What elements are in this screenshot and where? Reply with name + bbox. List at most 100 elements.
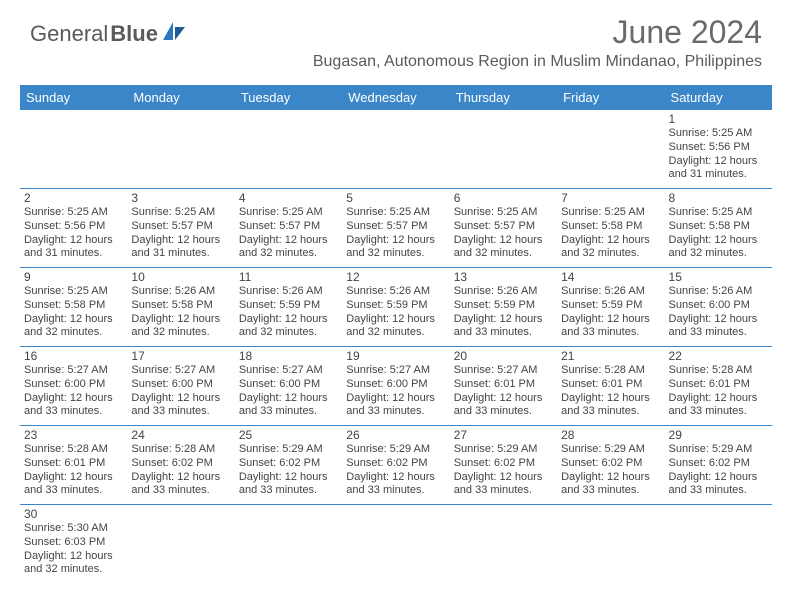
calendar-cell: 3Sunrise: 5:25 AMSunset: 5:57 PMDaylight…	[127, 189, 234, 268]
day-number: 26	[346, 428, 445, 442]
calendar-cell: 9Sunrise: 5:25 AMSunset: 5:58 PMDaylight…	[20, 268, 127, 347]
calendar-cell: 27Sunrise: 5:29 AMSunset: 6:02 PMDayligh…	[450, 426, 557, 505]
weekday-header: Monday	[127, 85, 234, 110]
calendar-cell-empty	[235, 110, 342, 189]
weekday-header: Friday	[557, 85, 664, 110]
day-number: 6	[454, 191, 553, 205]
day-number: 12	[346, 270, 445, 284]
day-number: 5	[346, 191, 445, 205]
day-info: Sunrise: 5:28 AMSunset: 6:01 PMDaylight:…	[669, 364, 768, 419]
day-info: Sunrise: 5:26 AMSunset: 6:00 PMDaylight:…	[669, 285, 768, 340]
day-info: Sunrise: 5:28 AMSunset: 6:02 PMDaylight:…	[131, 443, 230, 498]
day-info: Sunrise: 5:29 AMSunset: 6:02 PMDaylight:…	[346, 443, 445, 498]
day-info: Sunrise: 5:27 AMSunset: 6:01 PMDaylight:…	[454, 364, 553, 419]
day-info: Sunrise: 5:30 AMSunset: 6:03 PMDaylight:…	[24, 522, 123, 577]
calendar-cell-empty	[127, 505, 234, 584]
calendar-table: Sunday Monday Tuesday Wednesday Thursday…	[20, 85, 772, 583]
calendar-cell: 23Sunrise: 5:28 AMSunset: 6:01 PMDayligh…	[20, 426, 127, 505]
calendar-cell: 15Sunrise: 5:26 AMSunset: 6:00 PMDayligh…	[665, 268, 772, 347]
day-info: Sunrise: 5:29 AMSunset: 6:02 PMDaylight:…	[561, 443, 660, 498]
calendar-cell: 22Sunrise: 5:28 AMSunset: 6:01 PMDayligh…	[665, 347, 772, 426]
day-number: 22	[669, 349, 768, 363]
day-info: Sunrise: 5:28 AMSunset: 6:01 PMDaylight:…	[561, 364, 660, 419]
day-number: 10	[131, 270, 230, 284]
day-info: Sunrise: 5:25 AMSunset: 5:58 PMDaylight:…	[669, 206, 768, 261]
day-info: Sunrise: 5:26 AMSunset: 5:58 PMDaylight:…	[131, 285, 230, 340]
day-info: Sunrise: 5:27 AMSunset: 6:00 PMDaylight:…	[239, 364, 338, 419]
header: GeneralBlue June 2024 Bugasan, Autonomou…	[0, 0, 792, 77]
day-info: Sunrise: 5:25 AMSunset: 5:57 PMDaylight:…	[454, 206, 553, 261]
day-number: 14	[561, 270, 660, 284]
calendar-cell: 13Sunrise: 5:26 AMSunset: 5:59 PMDayligh…	[450, 268, 557, 347]
calendar-cell: 25Sunrise: 5:29 AMSunset: 6:02 PMDayligh…	[235, 426, 342, 505]
calendar-cell: 18Sunrise: 5:27 AMSunset: 6:00 PMDayligh…	[235, 347, 342, 426]
calendar-cell: 21Sunrise: 5:28 AMSunset: 6:01 PMDayligh…	[557, 347, 664, 426]
calendar-cell: 30Sunrise: 5:30 AMSunset: 6:03 PMDayligh…	[20, 505, 127, 584]
day-info: Sunrise: 5:27 AMSunset: 6:00 PMDaylight:…	[346, 364, 445, 419]
day-info: Sunrise: 5:29 AMSunset: 6:02 PMDaylight:…	[669, 443, 768, 498]
day-number: 19	[346, 349, 445, 363]
day-info: Sunrise: 5:25 AMSunset: 5:57 PMDaylight:…	[131, 206, 230, 261]
logo-text-blue: Blue	[110, 21, 158, 47]
calendar-cell: 24Sunrise: 5:28 AMSunset: 6:02 PMDayligh…	[127, 426, 234, 505]
calendar-cell-empty	[557, 110, 664, 189]
day-info: Sunrise: 5:28 AMSunset: 6:01 PMDaylight:…	[24, 443, 123, 498]
calendar-cell: 20Sunrise: 5:27 AMSunset: 6:01 PMDayligh…	[450, 347, 557, 426]
day-number: 18	[239, 349, 338, 363]
weekday-header: Wednesday	[342, 85, 449, 110]
location-subtitle: Bugasan, Autonomous Region in Muslim Min…	[313, 53, 762, 71]
day-number: 17	[131, 349, 230, 363]
day-number: 2	[24, 191, 123, 205]
month-title: June 2024	[313, 14, 762, 51]
day-number: 11	[239, 270, 338, 284]
day-info: Sunrise: 5:25 AMSunset: 5:57 PMDaylight:…	[239, 206, 338, 261]
title-area: June 2024 Bugasan, Autonomous Region in …	[313, 14, 762, 71]
weekday-header: Thursday	[450, 85, 557, 110]
day-info: Sunrise: 5:26 AMSunset: 5:59 PMDaylight:…	[561, 285, 660, 340]
calendar-cell: 12Sunrise: 5:26 AMSunset: 5:59 PMDayligh…	[342, 268, 449, 347]
calendar-cell-empty	[127, 110, 234, 189]
day-number: 1	[669, 112, 768, 126]
day-info: Sunrise: 5:26 AMSunset: 5:59 PMDaylight:…	[346, 285, 445, 340]
calendar-cell: 4Sunrise: 5:25 AMSunset: 5:57 PMDaylight…	[235, 189, 342, 268]
day-number: 25	[239, 428, 338, 442]
calendar-cell: 5Sunrise: 5:25 AMSunset: 5:57 PMDaylight…	[342, 189, 449, 268]
calendar-cell: 1Sunrise: 5:25 AMSunset: 5:56 PMDaylight…	[665, 110, 772, 189]
day-info: Sunrise: 5:25 AMSunset: 5:56 PMDaylight:…	[669, 127, 768, 182]
weekday-header: Tuesday	[235, 85, 342, 110]
calendar-cell-empty	[450, 505, 557, 584]
day-number: 29	[669, 428, 768, 442]
day-info: Sunrise: 5:29 AMSunset: 6:02 PMDaylight:…	[454, 443, 553, 498]
weekday-header: Saturday	[665, 85, 772, 110]
day-number: 3	[131, 191, 230, 205]
day-info: Sunrise: 5:25 AMSunset: 5:56 PMDaylight:…	[24, 206, 123, 261]
day-info: Sunrise: 5:25 AMSunset: 5:58 PMDaylight:…	[24, 285, 123, 340]
day-number: 27	[454, 428, 553, 442]
calendar-body: 1Sunrise: 5:25 AMSunset: 5:56 PMDaylight…	[20, 110, 772, 583]
calendar-cell: 29Sunrise: 5:29 AMSunset: 6:02 PMDayligh…	[665, 426, 772, 505]
calendar-cell: 16Sunrise: 5:27 AMSunset: 6:00 PMDayligh…	[20, 347, 127, 426]
day-info: Sunrise: 5:27 AMSunset: 6:00 PMDaylight:…	[131, 364, 230, 419]
calendar-cell: 26Sunrise: 5:29 AMSunset: 6:02 PMDayligh…	[342, 426, 449, 505]
calendar-cell: 2Sunrise: 5:25 AMSunset: 5:56 PMDaylight…	[20, 189, 127, 268]
weekday-header-row: Sunday Monday Tuesday Wednesday Thursday…	[20, 85, 772, 110]
day-number: 4	[239, 191, 338, 205]
calendar-cell: 11Sunrise: 5:26 AMSunset: 5:59 PMDayligh…	[235, 268, 342, 347]
day-number: 13	[454, 270, 553, 284]
day-info: Sunrise: 5:27 AMSunset: 6:00 PMDaylight:…	[24, 364, 123, 419]
day-info: Sunrise: 5:26 AMSunset: 5:59 PMDaylight:…	[454, 285, 553, 340]
calendar-cell-empty	[450, 110, 557, 189]
calendar-cell-empty	[20, 110, 127, 189]
calendar-cell: 8Sunrise: 5:25 AMSunset: 5:58 PMDaylight…	[665, 189, 772, 268]
day-number: 20	[454, 349, 553, 363]
weekday-header: Sunday	[20, 85, 127, 110]
day-info: Sunrise: 5:29 AMSunset: 6:02 PMDaylight:…	[239, 443, 338, 498]
calendar-cell-empty	[235, 505, 342, 584]
day-number: 21	[561, 349, 660, 363]
day-number: 15	[669, 270, 768, 284]
day-number: 9	[24, 270, 123, 284]
day-number: 24	[131, 428, 230, 442]
calendar-cell: 17Sunrise: 5:27 AMSunset: 6:00 PMDayligh…	[127, 347, 234, 426]
day-number: 7	[561, 191, 660, 205]
calendar-cell-empty	[342, 110, 449, 189]
